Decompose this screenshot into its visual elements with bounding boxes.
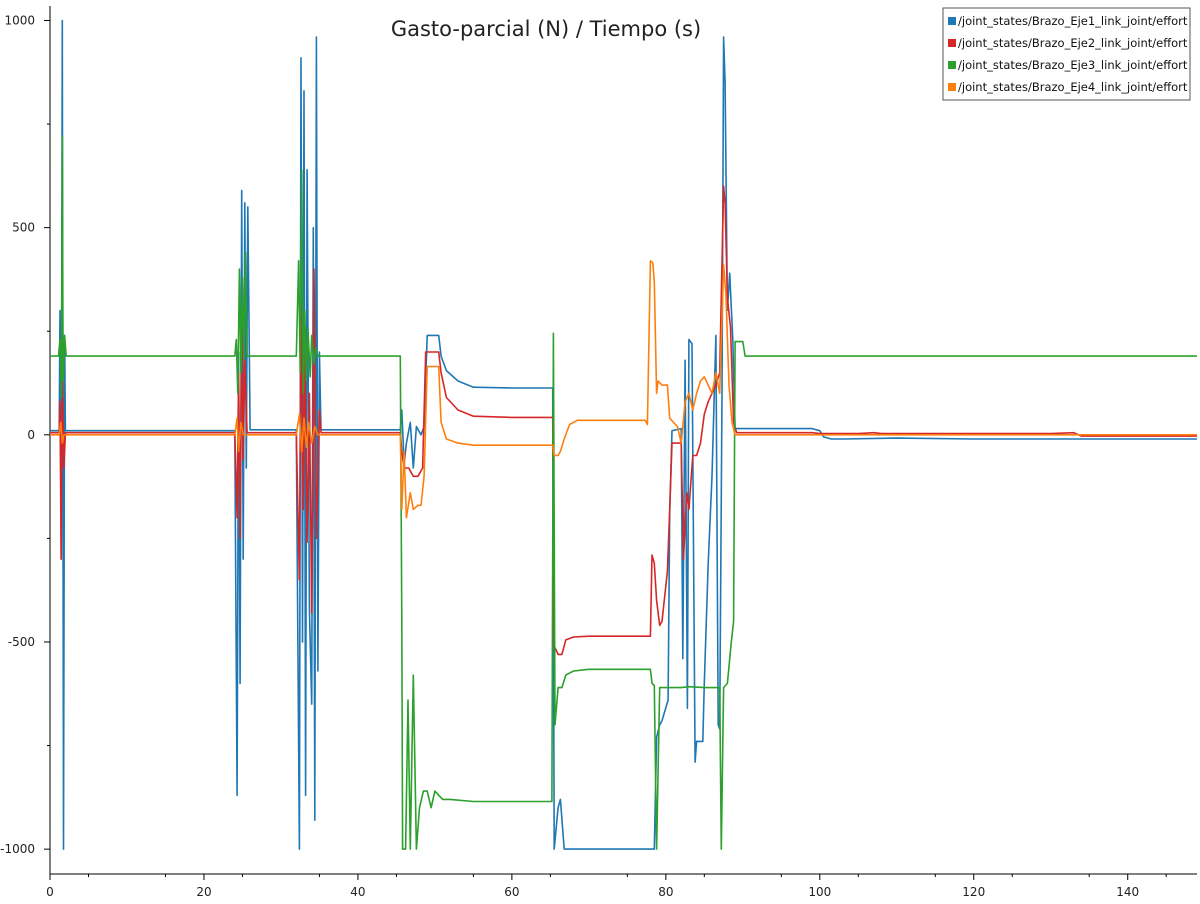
series-line-3: [50, 135, 1197, 850]
y-tick-label: 500: [12, 221, 35, 235]
y-tick-label: -500: [8, 635, 35, 649]
x-tick-label: 120: [962, 885, 985, 899]
legend-label: /joint_states/Brazo_Eje1_link_joint/effo…: [958, 14, 1188, 28]
y-tick-label: 0: [27, 428, 35, 442]
series-line-1: [50, 19, 1197, 850]
x-tick-label: 60: [504, 885, 519, 899]
x-tick-label: 140: [1116, 885, 1139, 899]
series-lines: [50, 19, 1197, 850]
x-tick-label: 100: [808, 885, 831, 899]
legend-swatch: [948, 61, 956, 69]
y-tick-label: -1000: [0, 842, 35, 856]
legend-label: /joint_states/Brazo_Eje3_link_joint/effo…: [958, 58, 1188, 72]
series-line-4: [50, 260, 1197, 519]
legend-swatch: [948, 17, 956, 25]
legend-swatch: [948, 39, 956, 47]
y-tick-label: 1000: [4, 14, 35, 28]
legend: /joint_states/Brazo_Eje1_link_joint/effo…: [942, 7, 1191, 101]
legend-swatch: [948, 83, 956, 91]
x-tick-label: 80: [658, 885, 673, 899]
x-tick-label: 20: [196, 885, 211, 899]
chart-title: Gasto-parcial (N) / Tiempo (s): [391, 17, 701, 41]
legend-box: [942, 7, 1191, 101]
axes: 0 20 40 60 80 100 120 140 -1000 -500 0 500 1000: [0, 6, 1197, 899]
x-tick-label: 0: [46, 885, 54, 899]
legend-label: /joint_states/Brazo_Eje2_link_joint/effo…: [958, 36, 1188, 50]
x-tick-label: 40: [350, 885, 365, 899]
legend-label: /joint_states/Brazo_Eje4_link_joint/effo…: [958, 80, 1188, 94]
